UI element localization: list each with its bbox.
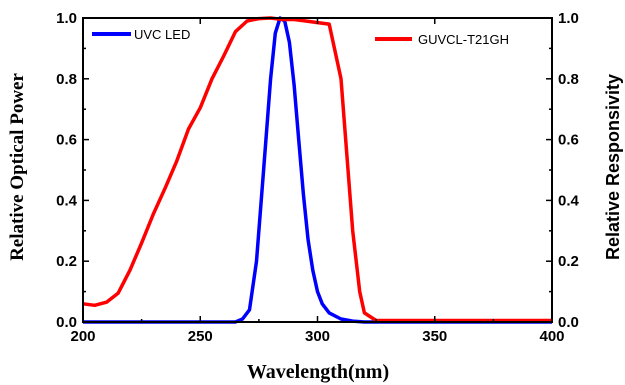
x-tick-label: 250 (188, 328, 213, 345)
y-tick-label-right: 0.2 (558, 253, 579, 270)
plot-lines (82, 16, 552, 324)
y-tick-label-left: 0.4 (56, 192, 78, 209)
y-tick-label-left: 0.0 (56, 314, 77, 331)
y-tick-label-right: 0.6 (558, 132, 579, 149)
y-tick-label-right: 0.8 (558, 71, 579, 88)
legend-uvc-led: UVC LED (92, 27, 190, 42)
y-axis-label-left: Relative Optical Power (7, 73, 28, 261)
y-tick-label-right: 0.4 (558, 192, 580, 209)
y-tick-label-right: 1.0 (558, 10, 579, 27)
x-tick-label: 200 (70, 328, 95, 345)
y-tick-label-right: 0.0 (558, 314, 579, 331)
x-tick-label: 400 (539, 328, 564, 345)
legend-guvcl-t21gh: GUVCL-T21GH (375, 32, 509, 47)
y-tick-label-left: 0.8 (56, 71, 77, 88)
legend-label-guvcl-t21gh: GUVCL-T21GH (418, 32, 509, 47)
y-tick-label-left: 0.2 (56, 253, 77, 270)
y-axis-label-right: Relative Responsivity (603, 74, 623, 260)
series-line-guvcl-t21gh (82, 16, 552, 323)
x-tick-label: 350 (422, 328, 447, 345)
plot-frame (82, 17, 553, 323)
x-tick-label: 300 (305, 328, 330, 345)
y-tick-label-left: 0.6 (56, 132, 77, 149)
series-line-uvc-led (83, 16, 552, 324)
ticks (82, 17, 553, 323)
legend-label-uvc-led: UVC LED (134, 27, 190, 42)
y-tick-label-left: 1.0 (56, 10, 77, 27)
x-axis-label: Wavelength(nm) (247, 361, 389, 383)
